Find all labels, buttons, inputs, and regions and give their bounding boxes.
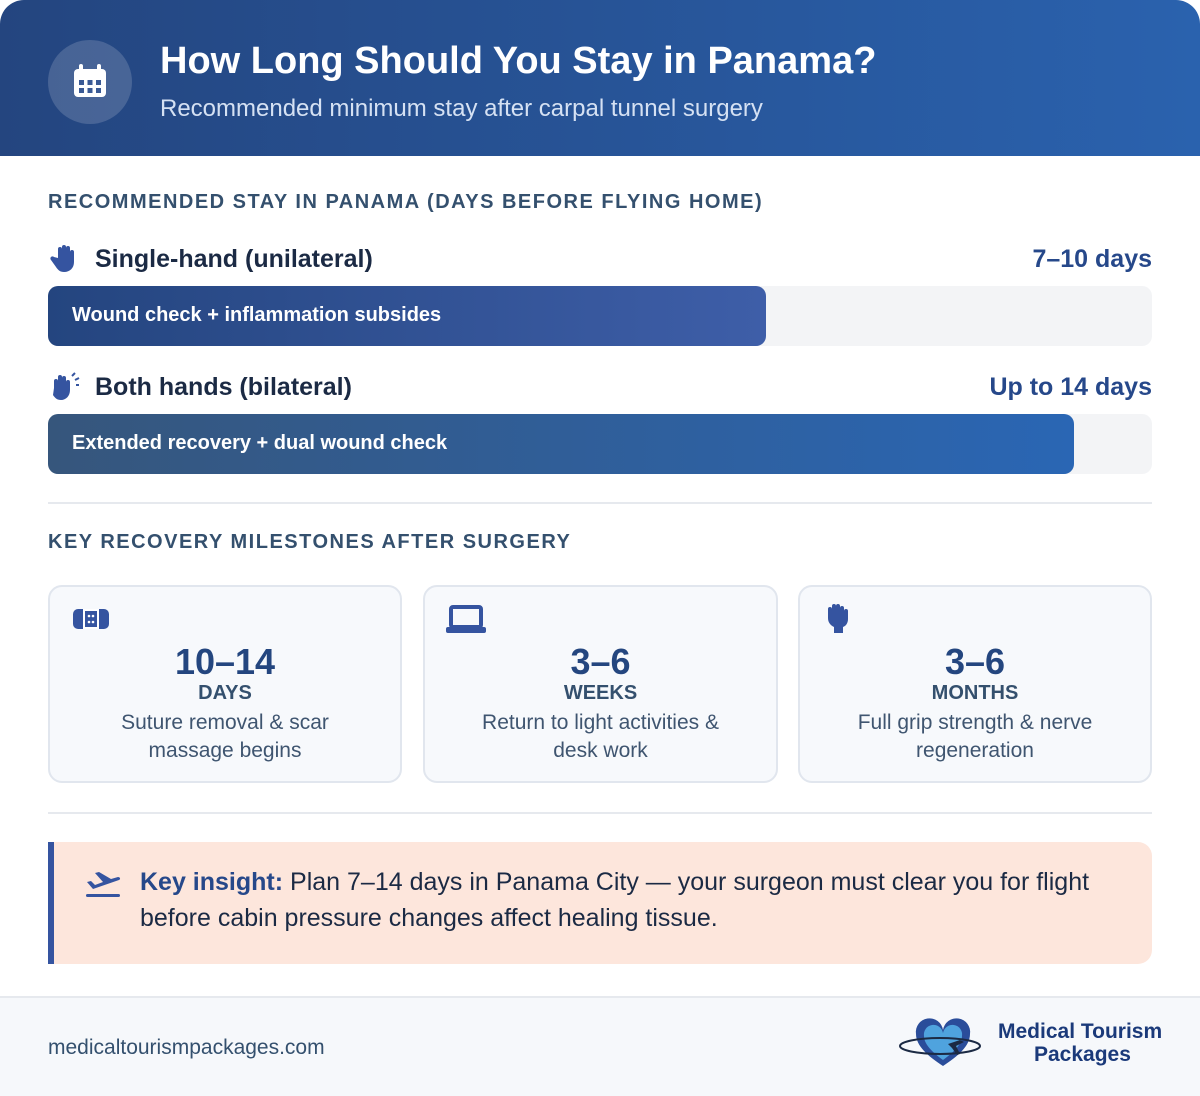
milestone-text: Return to light activities & desk work [482, 711, 719, 762]
milestone-unit: WEEKS [563, 682, 638, 704]
milestone-text: Suture removal & scar massage begins [121, 711, 329, 762]
logo-mark [899, 1018, 981, 1066]
stay-value: Up to 14 days [989, 373, 1152, 401]
insight-body: Plan 7–14 days in Panama City — your sur… [140, 868, 1090, 932]
milestone-unit: MONTHS [931, 682, 1019, 704]
fist-icon [828, 604, 848, 633]
milestone-value: 10–14 [174, 641, 276, 682]
insight-text: Key insight: Plan 7–14 days in Panama Ci… [140, 864, 1092, 936]
section-heading: RECOMMENDED STAY IN PANAMA (DAYS BEFORE … [48, 191, 764, 213]
plane-icon [86, 872, 121, 897]
milestone-card: 3–6 WEEKS Return to light activities & d… [423, 585, 778, 783]
stay-label: Single-hand (unilateral) [95, 245, 373, 273]
logo-line: Packages [1034, 1043, 1131, 1066]
bar-track: Wound check + inflammation subsides [48, 286, 1152, 346]
stay-value: 7–10 days [1032, 245, 1152, 273]
subtitle: Recommended minimum stay after carpal tu… [160, 95, 763, 122]
laptop-icon [446, 605, 486, 633]
calendar-icon [48, 40, 132, 124]
bar-fill: Wound check + inflammation subsides [48, 286, 766, 346]
title: How Long Should You Stay in Panama? [160, 40, 877, 82]
divider [48, 502, 1152, 504]
footer-url: medicaltourismpackages.com [48, 1036, 325, 1059]
milestone-value: 3–6 [944, 641, 1006, 682]
milestone-card: 3–6 MONTHS Full grip strength & nerve re… [798, 585, 1152, 783]
milestone-unit: DAYS [198, 682, 252, 704]
stay-label: Both hands (bilateral) [95, 373, 352, 401]
insight-box: Key insight: Plan 7–14 days in Panama Ci… [48, 842, 1152, 964]
hand-icon [50, 245, 74, 272]
logo-line: Medical Tourism [998, 1020, 1163, 1043]
bar-track: Extended recovery + dual wound check [48, 414, 1152, 474]
header: How Long Should You Stay in Panama? Reco… [0, 0, 1200, 156]
milestone-text: Full grip strength & nerve regeneration [857, 711, 1093, 762]
milestone-card: 10–14 DAYS Suture removal & scar massage… [48, 585, 402, 783]
section-heading: KEY RECOVERY MILESTONES AFTER SURGERY [48, 531, 572, 553]
footer: medicaltourismpackages.com Medical Touri… [0, 996, 1200, 1096]
insight-lead: Key insight: [140, 868, 284, 896]
milestone-value: 3–6 [570, 641, 631, 682]
divider [48, 812, 1152, 814]
bar-fill: Extended recovery + dual wound check [48, 414, 1074, 474]
bandage-icon [73, 609, 109, 629]
hands-icon [53, 372, 80, 400]
